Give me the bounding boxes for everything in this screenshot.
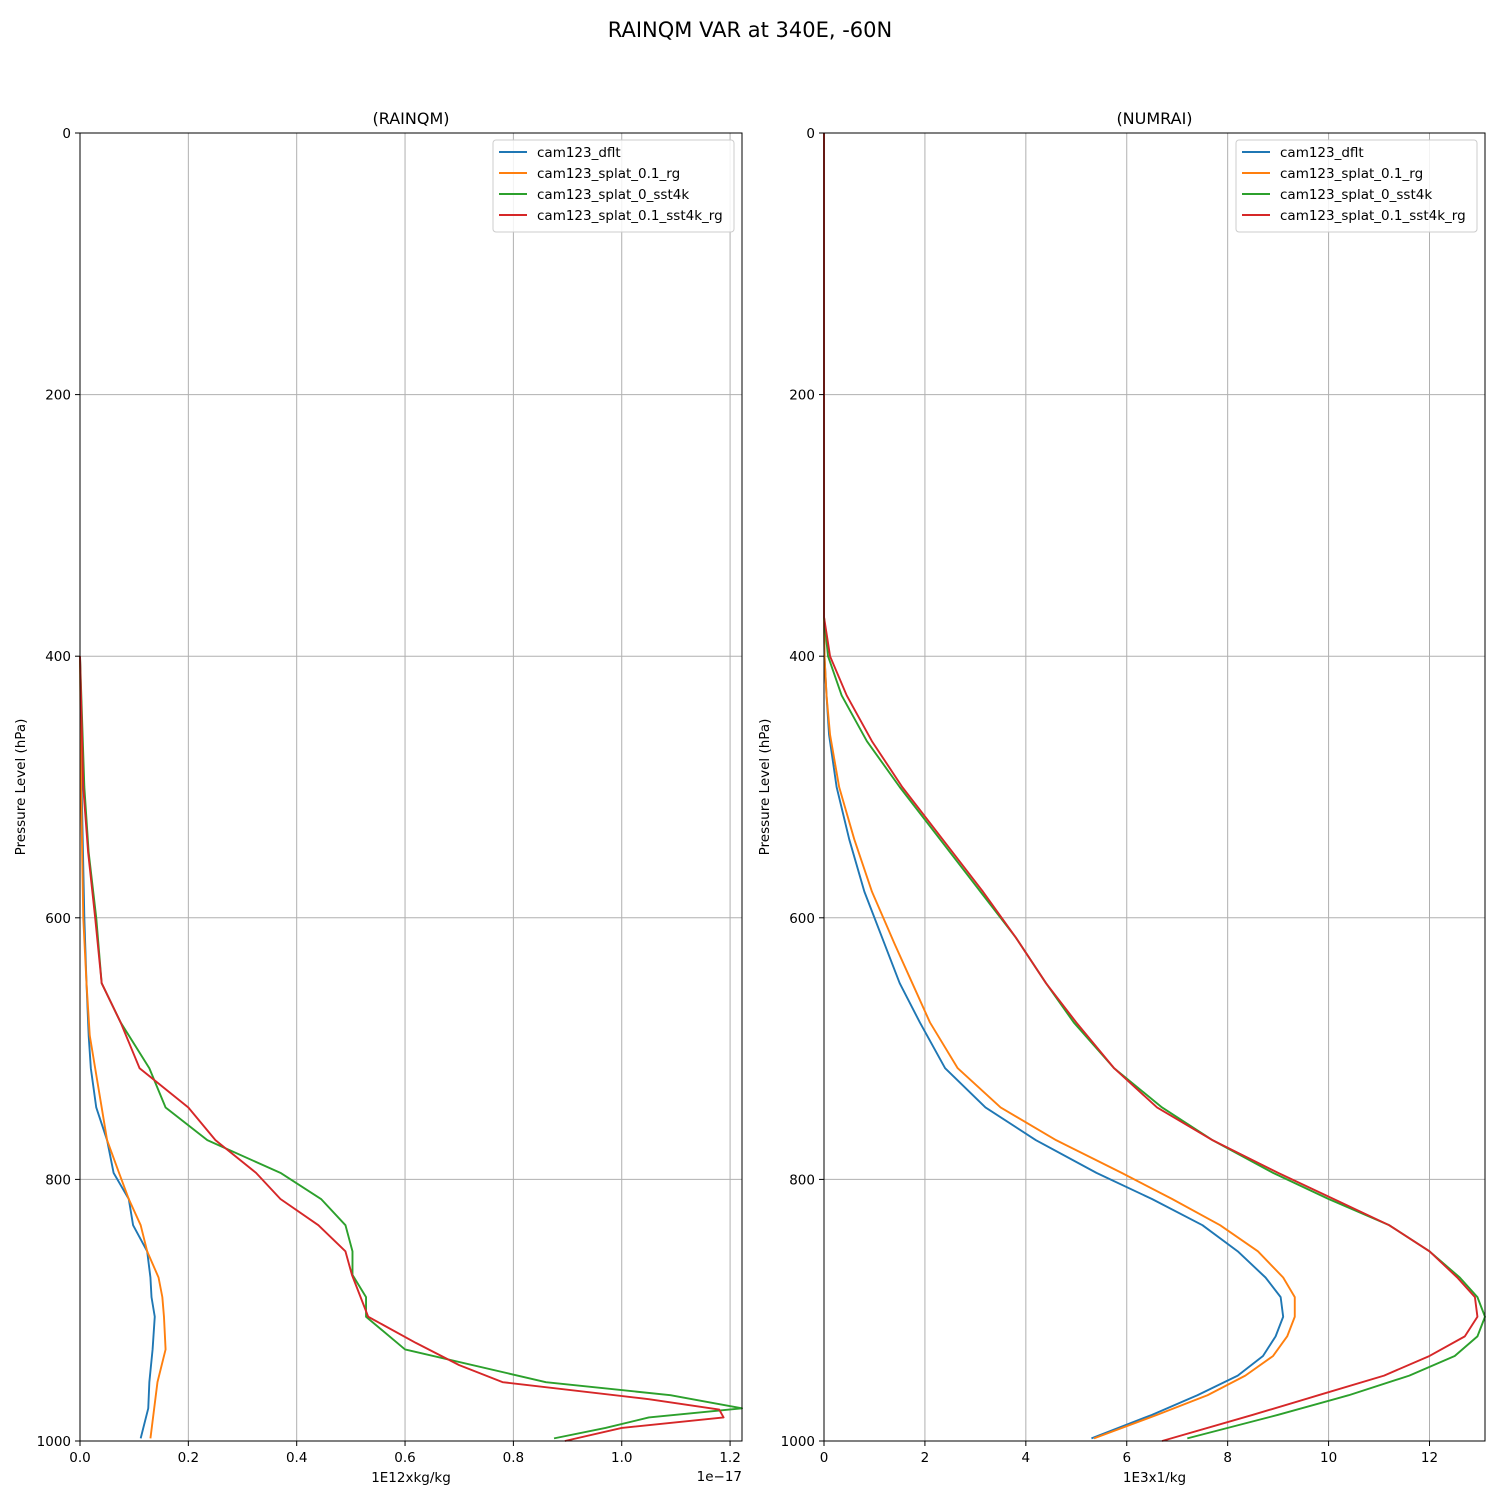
rainqm-legend: cam123_dflt cam123_splat_0.1_rg cam123_spl…	[492, 139, 735, 233]
numrai-x-tick-label: 12	[1421, 1450, 1438, 1466]
numrai-legend: cam123_dflt cam123_splat_0.1_rg cam123_spl…	[1235, 139, 1478, 233]
numrai-y-tick-label: 800	[789, 1172, 815, 1188]
rainqm-x-tick-label: 1.2	[719, 1450, 740, 1466]
numrai-axes-frame	[823, 132, 1486, 1442]
numrai-x-tick-label: 0	[820, 1450, 829, 1466]
rainqm-legend-label: cam123_splat_0_sst4k	[537, 187, 689, 203]
numrai-panel: 0 2 4 6 8 10 12 0 200 400 600 800 1000 (NUMRAI) 1E3x…	[757, 109, 1486, 1486]
numrai-y-tick-label: 1000	[781, 1434, 815, 1450]
numrai-x-tick-label: 2	[921, 1450, 930, 1466]
numrai-legend-box	[1235, 139, 1478, 233]
rainqm-series	[79, 656, 743, 1442]
numrai-series	[823, 133, 1486, 1442]
rainqm-axes-frame	[79, 132, 743, 1442]
rainqm-legend-box	[492, 139, 735, 233]
numrai-y-tick-label: 400	[789, 649, 815, 665]
numrai-x-tick-label: 10	[1320, 1450, 1337, 1466]
rainqm-x-offset-text: 1e−17	[697, 1469, 742, 1485]
rainqm-x-axis-label: 1E12xkg/kg	[371, 1470, 451, 1486]
numrai-series-line-cam123-dflt	[823, 133, 1285, 1440]
rainqm-x-tick-label: 0.8	[503, 1450, 524, 1466]
rainqm-y-tick-label: 400	[45, 649, 71, 665]
numrai-series-line-cam123-splat-0-1-rg	[823, 133, 1296, 1440]
rainqm-legend-label: cam123_dflt	[537, 145, 621, 161]
numrai-legend-label: cam123_dflt	[1280, 145, 1364, 161]
rainqm-x-tick-label: 0.4	[286, 1450, 307, 1466]
rainqm-x-tick-label: 0.0	[69, 1450, 90, 1466]
rainqm-y-tick-label: 800	[45, 1172, 71, 1188]
numrai-x-tick-label: 6	[1122, 1450, 1131, 1466]
rainqm-legend-label: cam123_splat_0.1_rg	[537, 166, 680, 182]
numrai-x-axis-label: 1E3x1/kg	[1123, 1470, 1186, 1486]
rainqm-x-tick-label: 1.0	[611, 1450, 632, 1466]
rainqm-series-line-cam123-splat-0-1-rg	[79, 656, 167, 1439]
numrai-panel-title: (NUMRAI)	[1116, 109, 1192, 128]
rainqm-x-tick-label: 0.2	[178, 1450, 199, 1466]
numrai-legend-label: cam123_splat_0.1_sst4k_rg	[1280, 208, 1466, 224]
numrai-y-tick-label: 0	[806, 126, 815, 142]
rainqm-y-tick-label: 600	[45, 911, 71, 927]
rainqm-series-line-cam123-splat-0-1-sst4k-rg	[79, 656, 725, 1442]
rainqm-y-tick-label: 1000	[37, 1434, 71, 1450]
numrai-series-line-cam123-splat-0-1-sst4k-rg	[823, 133, 1479, 1442]
numrai-y-tick-label: 200	[789, 388, 815, 404]
rainqm-panel: 0.0 0.2 0.4 0.6 0.8 1.0 1.2 0 200 400 600 800 1000 (…	[13, 109, 743, 1486]
rainqm-y-tick-label: 200	[45, 388, 71, 404]
numrai-ticks: 0 2 4 6 8 10 12 0 200 400 600 800 1000	[781, 126, 1438, 1466]
rainqm-y-axis-label: Pressure Level (hPa)	[13, 719, 29, 856]
figure-suptitle: RAINQM VAR at 340E, -60N	[608, 18, 892, 42]
rainqm-ticks: 0.0 0.2 0.4 0.6 0.8 1.0 1.2 0 200 400 600 800 1000	[37, 126, 741, 1466]
rainqm-legend-label: cam123_splat_0.1_sst4k_rg	[537, 208, 723, 224]
numrai-x-tick-label: 8	[1223, 1450, 1232, 1466]
numrai-y-axis-label: Pressure Level (hPa)	[757, 719, 773, 856]
rainqm-y-tick-label: 0	[62, 126, 71, 142]
rainqm-x-tick-label: 0.6	[394, 1450, 415, 1466]
numrai-y-tick-label: 600	[789, 911, 815, 927]
numrai-legend-label: cam123_splat_0.1_rg	[1280, 166, 1423, 182]
rainqm-panel-title: (RAINQM)	[373, 109, 450, 128]
numrai-x-tick-label: 4	[1022, 1450, 1031, 1466]
numrai-legend-label: cam123_splat_0_sst4k	[1280, 187, 1432, 203]
